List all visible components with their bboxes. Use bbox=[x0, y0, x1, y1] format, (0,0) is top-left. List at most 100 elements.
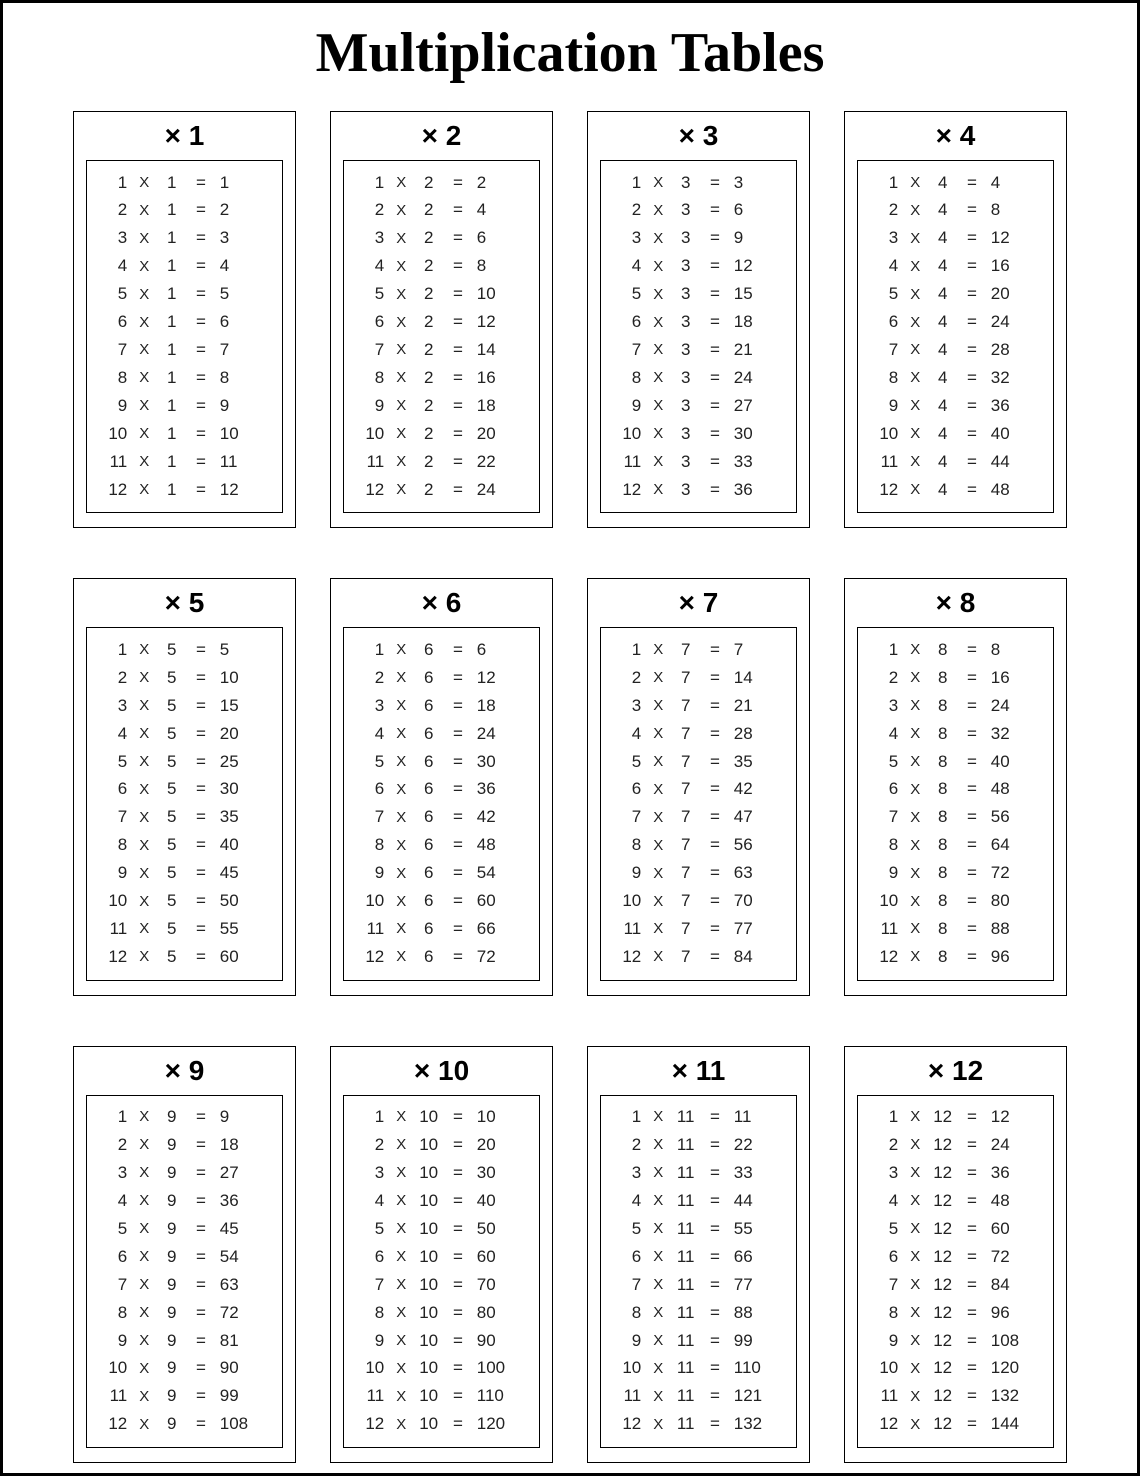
multiplier: 4 bbox=[926, 365, 959, 393]
times-symbol: X bbox=[904, 476, 926, 504]
times-symbol: X bbox=[390, 393, 412, 421]
equals-symbol: = bbox=[445, 1243, 471, 1271]
equals-symbol: = bbox=[445, 860, 471, 888]
multiplicand: 1 bbox=[607, 636, 647, 664]
multiplier: 3 bbox=[669, 476, 702, 504]
table-row: 11X4=44 bbox=[864, 448, 1047, 476]
product: 27 bbox=[214, 1159, 276, 1187]
multiplicand: 7 bbox=[93, 337, 133, 365]
table-card-12: × 121X12=122X12=243X12=364X12=485X12=606… bbox=[844, 1046, 1067, 1463]
multiplicand: 1 bbox=[350, 1104, 390, 1132]
multiplicand: 10 bbox=[350, 888, 390, 916]
equals-symbol: = bbox=[959, 860, 985, 888]
multiplier: 1 bbox=[155, 476, 188, 504]
multiplier: 3 bbox=[669, 281, 702, 309]
multiplicand: 2 bbox=[93, 197, 133, 225]
equals-symbol: = bbox=[445, 309, 471, 337]
table-row: 12X10=120 bbox=[350, 1411, 533, 1439]
table-inner: 1X4=42X4=83X4=124X4=165X4=206X4=247X4=28… bbox=[857, 160, 1054, 513]
equals-symbol: = bbox=[959, 944, 985, 972]
multiplier: 2 bbox=[412, 420, 445, 448]
times-symbol: X bbox=[390, 1271, 412, 1299]
equals-symbol: = bbox=[188, 720, 214, 748]
table-row: 2X7=14 bbox=[607, 664, 790, 692]
multiplicand: 2 bbox=[864, 1131, 904, 1159]
equals-symbol: = bbox=[702, 664, 728, 692]
product: 40 bbox=[985, 748, 1047, 776]
multiplicand: 8 bbox=[864, 365, 904, 393]
multiplier: 9 bbox=[155, 1327, 188, 1355]
product: 47 bbox=[728, 804, 790, 832]
product: 20 bbox=[214, 720, 276, 748]
equals-symbol: = bbox=[445, 1215, 471, 1243]
times-symbol: X bbox=[647, 1327, 669, 1355]
product: 64 bbox=[985, 832, 1047, 860]
equals-symbol: = bbox=[702, 1243, 728, 1271]
multiplicand: 3 bbox=[350, 225, 390, 253]
table-row: 9X9=81 bbox=[93, 1327, 276, 1355]
product: 1 bbox=[214, 169, 276, 197]
table-row: 2X3=6 bbox=[607, 197, 790, 225]
multiplier: 4 bbox=[926, 476, 959, 504]
table-row: 3X4=12 bbox=[864, 225, 1047, 253]
multiplicand: 3 bbox=[350, 1159, 390, 1187]
multiplier: 8 bbox=[926, 720, 959, 748]
product: 108 bbox=[214, 1411, 276, 1439]
times-symbol: X bbox=[390, 888, 412, 916]
product: 10 bbox=[214, 664, 276, 692]
equals-symbol: = bbox=[445, 476, 471, 504]
table-row: 3X8=24 bbox=[864, 692, 1047, 720]
table-row: 5X3=15 bbox=[607, 281, 790, 309]
times-symbol: X bbox=[133, 1299, 155, 1327]
times-symbol: X bbox=[133, 692, 155, 720]
multiplicand: 10 bbox=[350, 420, 390, 448]
table-row: 9X7=63 bbox=[607, 860, 790, 888]
multiplier: 10 bbox=[412, 1131, 445, 1159]
equals-symbol: = bbox=[959, 1271, 985, 1299]
times-symbol: X bbox=[390, 1104, 412, 1132]
times-symbol: X bbox=[904, 776, 926, 804]
multiplicand: 11 bbox=[93, 448, 133, 476]
multiplier: 12 bbox=[926, 1271, 959, 1299]
equals-symbol: = bbox=[702, 776, 728, 804]
equals-symbol: = bbox=[445, 1411, 471, 1439]
product: 72 bbox=[214, 1299, 276, 1327]
table-inner: 1X1=12X1=23X1=34X1=45X1=56X1=67X1=78X1=8… bbox=[86, 160, 283, 513]
table-row: 12X7=84 bbox=[607, 944, 790, 972]
multiplicand: 5 bbox=[93, 748, 133, 776]
multiplicand: 11 bbox=[864, 448, 904, 476]
times-symbol: X bbox=[390, 365, 412, 393]
table-header: × 3 bbox=[600, 120, 797, 152]
multiplier: 11 bbox=[669, 1243, 702, 1271]
multiplier: 8 bbox=[926, 888, 959, 916]
table-row: 1X1=1 bbox=[93, 169, 276, 197]
multiplier: 12 bbox=[926, 1383, 959, 1411]
times-symbol: X bbox=[904, 309, 926, 337]
equals-symbol: = bbox=[959, 692, 985, 720]
equals-symbol: = bbox=[445, 944, 471, 972]
table-row: 7X10=70 bbox=[350, 1271, 533, 1299]
table-header: × 1 bbox=[86, 120, 283, 152]
equals-symbol: = bbox=[445, 393, 471, 421]
table-row: 2X8=16 bbox=[864, 664, 1047, 692]
table-row: 11X7=77 bbox=[607, 916, 790, 944]
product: 12 bbox=[214, 476, 276, 504]
product: 5 bbox=[214, 636, 276, 664]
table-row: 2X2=4 bbox=[350, 197, 533, 225]
multiplier: 10 bbox=[412, 1327, 445, 1355]
product: 48 bbox=[985, 1187, 1047, 1215]
equals-symbol: = bbox=[959, 197, 985, 225]
equals-symbol: = bbox=[188, 776, 214, 804]
equals-symbol: = bbox=[959, 1411, 985, 1439]
table-row: 12X9=108 bbox=[93, 1411, 276, 1439]
multiplicand: 1 bbox=[350, 636, 390, 664]
multiplicand: 8 bbox=[607, 365, 647, 393]
table-row: 9X2=18 bbox=[350, 393, 533, 421]
product: 44 bbox=[728, 1187, 790, 1215]
times-symbol: X bbox=[904, 1243, 926, 1271]
multiplicand: 12 bbox=[93, 1411, 133, 1439]
equals-symbol: = bbox=[188, 1355, 214, 1383]
table-row: 11X6=66 bbox=[350, 916, 533, 944]
equals-symbol: = bbox=[188, 1299, 214, 1327]
table-row: 8X6=48 bbox=[350, 832, 533, 860]
